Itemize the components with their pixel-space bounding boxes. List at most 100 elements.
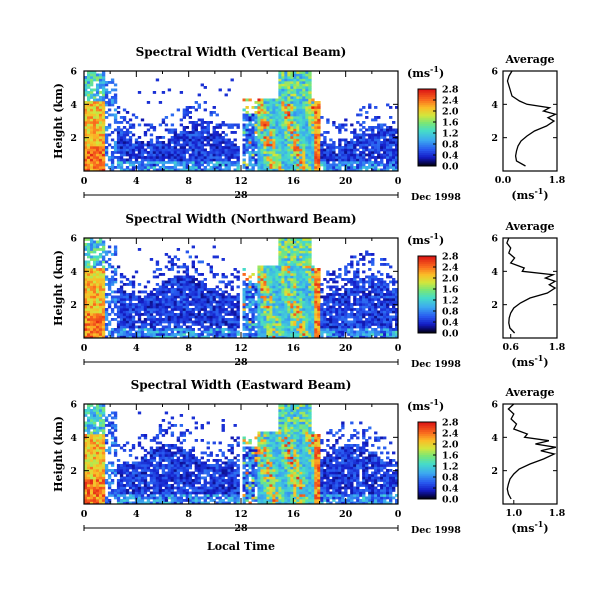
colorbar-frame <box>417 421 437 500</box>
y-axis-label: Height (km) <box>52 416 65 492</box>
colorbar-tick-label: 2.0 <box>442 274 459 285</box>
colorbar-tick-label: 1.6 <box>442 118 459 129</box>
colorbar-frame <box>417 255 437 334</box>
profile-title: Average <box>504 53 554 66</box>
colorbar-tick-label: 1.2 <box>442 129 459 140</box>
profile-line <box>506 403 557 500</box>
date-label: Dec 1998 <box>411 525 461 536</box>
colorbar-unit: (ms-1) <box>407 231 444 247</box>
heatmap-field <box>84 71 399 172</box>
profile-y-tick-label: 4 <box>491 100 498 111</box>
y-tick-label: 2 <box>70 300 77 311</box>
profile-y-tick-label: 2 <box>491 133 498 144</box>
y-tick-label: 4 <box>70 433 77 444</box>
colorbar-tick-label: 2.4 <box>442 263 459 274</box>
profile-unit: (ms-1) <box>511 186 548 202</box>
colorbar-tick-label: 2.8 <box>442 85 459 96</box>
y-tick-label: 4 <box>70 100 77 111</box>
profile-unit: (ms-1) <box>511 519 548 535</box>
x-tick-label: 0 <box>81 343 88 354</box>
panel-1: Spectral Width (Northward Beam) 2 4 6 Height… <box>52 212 566 370</box>
x-tick-label: 12 <box>234 176 247 187</box>
colorbar: 0.00.40.81.21.62.02.42.8 (ms-1) <box>407 231 459 340</box>
profile-line <box>506 237 557 334</box>
colorbar-tick-label: 0.4 <box>442 318 459 329</box>
y-tick-label: 2 <box>70 466 77 477</box>
colorbar-tick-label: 1.2 <box>442 296 459 307</box>
colorbar-tick-label: 0.8 <box>442 140 459 151</box>
date-label: Dec 1998 <box>411 359 461 370</box>
panel-0: Spectral Width (Vertical Beam) 2 4 6 Height … <box>52 45 566 203</box>
colorbar-tick-label: 2.0 <box>442 107 459 118</box>
panel-title: Spectral Width (Vertical Beam) <box>136 45 347 59</box>
profile-y-tick-label: 4 <box>491 267 498 278</box>
profile-title: Average <box>504 220 554 233</box>
colorbar-tick-label: 2.8 <box>442 418 459 429</box>
x-tick-label: 12 <box>234 509 247 520</box>
x-tick-label: 4 <box>133 509 140 520</box>
date-marker: 28 <box>234 523 248 534</box>
y-tick-label: 6 <box>70 234 77 245</box>
heatmap-field <box>84 404 399 505</box>
colorbar: 0.00.40.81.21.62.02.42.8 (ms-1) <box>407 64 459 173</box>
colorbar-unit: (ms-1) <box>407 64 444 80</box>
profile-y-tick-label: 2 <box>491 300 498 311</box>
colorbar-tick-label: 0.4 <box>442 484 459 495</box>
x-tick-label: 8 <box>185 509 192 520</box>
x-tick-label: 20 <box>339 343 353 354</box>
profile-x-tick-label: 1.8 <box>549 342 566 353</box>
x-tick-label: 0 <box>81 176 88 187</box>
panel-title: Spectral Width (Northward Beam) <box>125 212 356 226</box>
x-tick-label: 12 <box>234 343 247 354</box>
profile-line <box>506 70 558 167</box>
x-tick-label: 16 <box>287 509 301 520</box>
colorbar-tick-label: 2.4 <box>442 429 459 440</box>
x-tick-label: 16 <box>287 176 301 187</box>
date-marker: 28 <box>234 357 248 368</box>
profile-x-tick-label: 0.0 <box>495 175 512 186</box>
x-tick-label: 8 <box>185 343 192 354</box>
x-tick-label: 20 <box>339 176 353 187</box>
colorbar-tick-label: 0.0 <box>442 329 459 340</box>
profile-frame <box>502 70 558 172</box>
x-tick-label: 0 <box>395 343 402 354</box>
y-axis-label: Height (km) <box>52 83 65 159</box>
colorbar-tick-label: 2.8 <box>442 252 459 263</box>
x-tick-label: 16 <box>287 343 301 354</box>
heatmap-field <box>84 238 399 339</box>
average-profile: Average 2 4 6 0.6 1.8(ms-1) <box>491 220 565 369</box>
profile-y-tick-label: 4 <box>491 433 498 444</box>
profile-y-tick-label: 2 <box>491 466 498 477</box>
colorbar-tick-label: 2.4 <box>442 96 459 107</box>
colorbar-tick-label: 1.6 <box>442 451 459 462</box>
profile-title: Average <box>504 386 554 399</box>
colorbar-tick-label: 0.4 <box>442 151 459 162</box>
y-tick-label: 6 <box>70 400 77 411</box>
colorbar-unit: (ms-1) <box>407 397 444 413</box>
x-tick-label: 0 <box>395 176 402 187</box>
profile-unit: (ms-1) <box>511 353 548 369</box>
x-tick-label: 8 <box>185 176 192 187</box>
x-tick-label: 20 <box>339 509 353 520</box>
profile-y-tick-label: 6 <box>491 400 498 411</box>
date-marker: 28 <box>234 190 248 201</box>
colorbar-frame <box>417 88 437 167</box>
average-profile: Average 2 4 6 1.0 1.8(ms-1) <box>491 386 565 535</box>
profile-x-tick-label: 0.6 <box>502 342 519 353</box>
y-axis-label: Height (km) <box>52 250 65 326</box>
x-tick-label: 4 <box>133 176 140 187</box>
colorbar-tick-label: 0.0 <box>442 495 459 506</box>
x-axis-label: Local Time <box>207 540 275 553</box>
colorbar-tick-label: 0.0 <box>442 162 459 173</box>
colorbar-tick-label: 2.0 <box>442 440 459 451</box>
x-tick-label: 0 <box>81 509 88 520</box>
profile-frame <box>502 237 558 339</box>
colorbar-tick-label: 0.8 <box>442 307 459 318</box>
colorbar-tick-label: 0.8 <box>442 473 459 484</box>
profile-x-tick-label: 1.8 <box>549 508 566 519</box>
panel-title: Spectral Width (Eastward Beam) <box>131 378 352 392</box>
y-tick-label: 4 <box>70 267 77 278</box>
x-tick-label: 0 <box>395 509 402 520</box>
profile-x-tick-label: 1.0 <box>506 508 523 519</box>
